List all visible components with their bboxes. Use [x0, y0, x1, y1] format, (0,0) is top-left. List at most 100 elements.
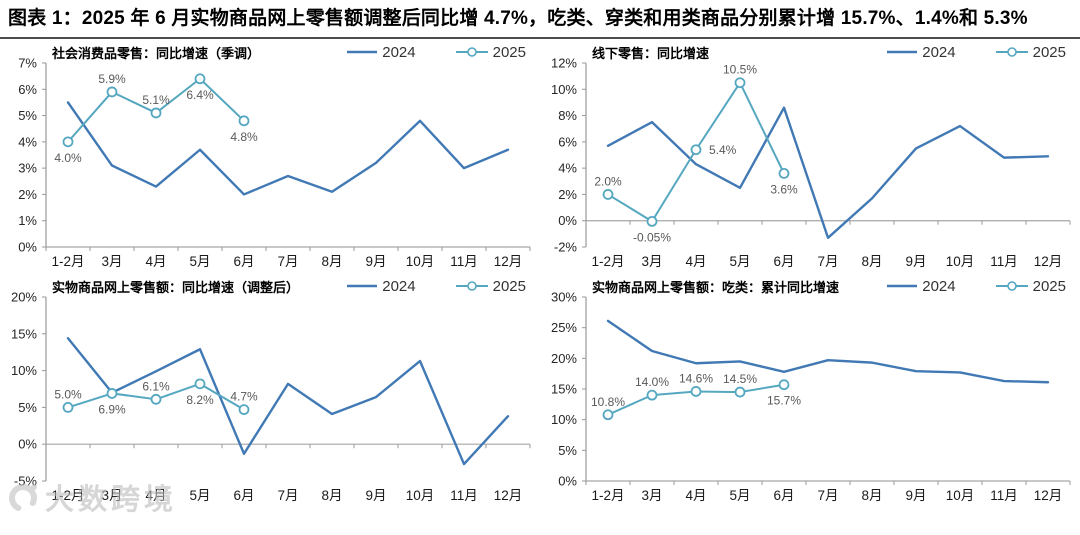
svg-text:10%: 10%: [551, 412, 577, 427]
svg-text:15%: 15%: [551, 381, 577, 396]
svg-text:0%: 0%: [558, 213, 577, 228]
svg-text:4.8%: 4.8%: [230, 130, 258, 144]
svg-text:8月: 8月: [861, 254, 882, 269]
svg-text:9月: 9月: [905, 488, 926, 503]
svg-text:15.7%: 15.7%: [767, 394, 801, 408]
title-divider: [0, 36, 1080, 39]
line-chart-online-food: 30% 25% 20% 15% 10% 5% 0% 1-2月 3月 4月 5月 6月 7月 8月 9月 10月…: [551, 289, 1071, 503]
svg-text:-2%: -2%: [554, 239, 578, 254]
svg-text:15%: 15%: [11, 326, 37, 341]
chart-online-food-cumulative-yoy: 实物商品网上零售额：吃类：累计同比增速 2024 2025 30% 25% 20% 1…: [540, 273, 1080, 507]
svg-text:9月: 9月: [365, 488, 386, 503]
line-chart-social-retail: 7% 6% 5% 4% 3% 2% 1% 0% 1-2月 3月 4月 5月 6月 7月 8月 9月 10月 11月…: [18, 55, 531, 269]
svg-text:4%: 4%: [558, 161, 577, 176]
svg-text:3月: 3月: [101, 254, 122, 269]
svg-text:3.6%: 3.6%: [770, 182, 798, 196]
svg-text:5%: 5%: [18, 400, 37, 415]
svg-text:10月: 10月: [406, 488, 435, 503]
svg-text:11月: 11月: [990, 488, 1018, 503]
svg-text:9月: 9月: [365, 254, 386, 269]
svg-text:14.6%: 14.6%: [679, 371, 713, 385]
svg-text:3%: 3%: [18, 161, 37, 176]
svg-text:14.5%: 14.5%: [723, 372, 757, 386]
svg-text:4.0%: 4.0%: [54, 151, 82, 165]
svg-text:1-2月: 1-2月: [51, 488, 84, 503]
svg-text:1-2月: 1-2月: [591, 488, 624, 503]
svg-text:10.8%: 10.8%: [591, 395, 625, 409]
svg-text:6.9%: 6.9%: [98, 402, 126, 416]
svg-text:1-2月: 1-2月: [51, 254, 84, 269]
svg-text:6%: 6%: [558, 134, 577, 149]
svg-text:8月: 8月: [321, 488, 342, 503]
charts-grid: 社会消费品零售：同比增速（季调） 2024 2025 7% 6% 5% 4% 3% 2% 1…: [0, 39, 1080, 507]
svg-text:0%: 0%: [18, 239, 37, 254]
svg-text:1%: 1%: [18, 213, 37, 228]
svg-text:6月: 6月: [233, 488, 254, 503]
svg-text:6.1%: 6.1%: [142, 379, 170, 393]
svg-text:5月: 5月: [189, 254, 210, 269]
svg-text:8月: 8月: [861, 488, 882, 503]
svg-text:12月: 12月: [1034, 254, 1063, 269]
svg-text:4月: 4月: [685, 488, 706, 503]
svg-text:8月: 8月: [321, 254, 342, 269]
svg-text:0%: 0%: [558, 473, 577, 488]
svg-text:6.4%: 6.4%: [186, 88, 214, 102]
svg-text:6月: 6月: [233, 254, 254, 269]
svg-text:12%: 12%: [551, 55, 577, 70]
line-chart-online-goods: 20% 15% 10% 5% 0% -5% 1-2月 3月 4月 5月 6月 7月 8月 9月 10月 11月…: [11, 289, 531, 503]
svg-text:14.0%: 14.0%: [635, 375, 669, 389]
svg-text:7月: 7月: [817, 254, 838, 269]
svg-text:3月: 3月: [641, 488, 662, 503]
svg-text:6%: 6%: [18, 82, 37, 97]
svg-text:8%: 8%: [558, 108, 577, 123]
svg-text:7月: 7月: [817, 488, 838, 503]
svg-text:4月: 4月: [145, 254, 166, 269]
svg-text:7月: 7月: [277, 254, 298, 269]
svg-text:4月: 4月: [685, 254, 706, 269]
svg-text:7月: 7月: [277, 488, 298, 503]
figure-title: 图表 1：2025 年 6 月实物商品网上零售额调整后同比增 4.7%，吃类、穿…: [8, 8, 1028, 29]
svg-text:10%: 10%: [11, 363, 37, 378]
svg-text:5月: 5月: [189, 488, 210, 503]
svg-text:3月: 3月: [101, 488, 122, 503]
svg-text:30%: 30%: [551, 289, 577, 304]
svg-text:2%: 2%: [18, 187, 37, 202]
svg-text:4%: 4%: [18, 134, 37, 149]
chart-online-goods-adjusted-yoy: 实物商品网上零售额：同比增速（调整后） 2024 2025 20% 15% 10% 5…: [0, 273, 540, 507]
svg-text:10月: 10月: [406, 254, 435, 269]
svg-text:10月: 10月: [946, 254, 975, 269]
svg-text:5.1%: 5.1%: [142, 93, 170, 107]
svg-text:25%: 25%: [551, 320, 577, 335]
svg-text:5.4%: 5.4%: [709, 143, 737, 157]
svg-text:5%: 5%: [558, 443, 577, 458]
svg-text:2.0%: 2.0%: [594, 174, 622, 188]
svg-text:11月: 11月: [450, 488, 478, 503]
svg-text:11月: 11月: [990, 254, 1018, 269]
svg-text:6月: 6月: [773, 254, 794, 269]
svg-text:0%: 0%: [18, 437, 37, 452]
svg-text:12月: 12月: [1034, 488, 1063, 503]
svg-text:5月: 5月: [729, 254, 750, 269]
svg-text:10月: 10月: [946, 488, 975, 503]
svg-text:3月: 3月: [641, 254, 662, 269]
svg-text:5.0%: 5.0%: [54, 387, 82, 401]
svg-text:7%: 7%: [18, 55, 37, 70]
svg-text:20%: 20%: [551, 351, 577, 366]
svg-text:2%: 2%: [558, 187, 577, 202]
svg-text:-0.05%: -0.05%: [633, 230, 671, 244]
svg-text:-5%: -5%: [14, 473, 38, 488]
svg-text:10%: 10%: [551, 82, 577, 97]
svg-text:4月: 4月: [145, 488, 166, 503]
svg-text:1-2月: 1-2月: [591, 254, 624, 269]
svg-text:20%: 20%: [11, 289, 37, 304]
svg-text:10.5%: 10.5%: [723, 63, 757, 77]
svg-text:8.2%: 8.2%: [186, 393, 214, 407]
svg-text:5.9%: 5.9%: [98, 72, 126, 86]
svg-text:11月: 11月: [450, 254, 478, 269]
svg-text:12月: 12月: [494, 488, 523, 503]
chart-offline-retail-yoy: 线下零售：同比增速 2024 2025 12% 10% 8% 6% 4% 2% 0% -2% 1…: [540, 39, 1080, 273]
svg-text:4.7%: 4.7%: [230, 390, 258, 404]
svg-text:6月: 6月: [773, 488, 794, 503]
svg-text:5月: 5月: [729, 488, 750, 503]
line-chart-offline-retail: 12% 10% 8% 6% 4% 2% 0% -2% 1-2月 3月 4月 5月 6月 7月 8月 9月 10月…: [551, 55, 1071, 269]
